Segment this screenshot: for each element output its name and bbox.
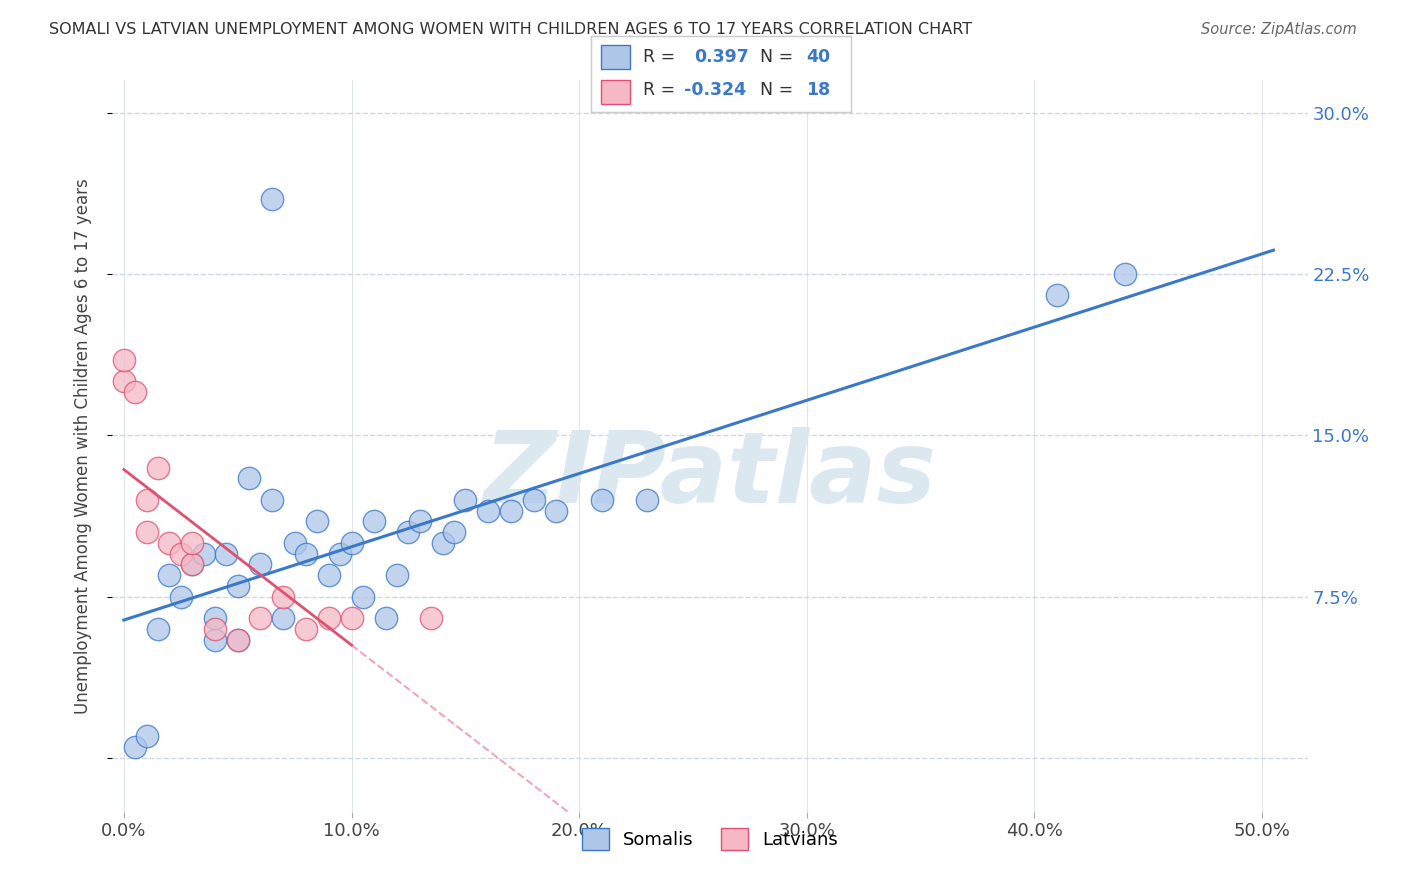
Point (307, 514, 329, 528)
Point (249, 558, 271, 572)
Point (204, 632, 226, 647)
Point (249, 611, 271, 625)
Point (318, 611, 340, 625)
Point (1114, 267, 1136, 281)
Text: 18: 18 (807, 81, 831, 99)
Point (454, 492, 477, 507)
Point (409, 514, 432, 528)
Point (385, 568, 408, 582)
Point (112, 353, 135, 368)
Legend: Somalis, Latvians: Somalis, Latvians (575, 821, 845, 857)
Point (374, 611, 396, 625)
Point (420, 611, 443, 625)
Y-axis label: Unemployment Among Women with Children Ages 6 to 17 years: Unemployment Among Women with Children A… (73, 178, 91, 714)
Point (226, 579, 249, 593)
Point (295, 547, 318, 561)
Text: 0.397: 0.397 (695, 48, 749, 66)
Point (204, 611, 226, 625)
Point (135, 730, 157, 744)
Point (443, 524, 465, 539)
Point (591, 492, 613, 507)
Point (352, 590, 374, 604)
Bar (600, 79, 630, 104)
Point (271, 590, 294, 604)
Point (215, 547, 238, 561)
Point (226, 632, 249, 647)
Text: N =: N = (759, 48, 793, 66)
Point (432, 536, 454, 550)
Point (170, 590, 193, 604)
Point (193, 547, 215, 561)
Text: ZIPatlas: ZIPatlas (484, 426, 936, 524)
Point (157, 536, 180, 550)
Point (284, 536, 307, 550)
Point (499, 503, 522, 517)
Point (329, 547, 352, 561)
Point (226, 632, 249, 647)
Point (124, 385, 146, 400)
Point (112, 375, 135, 389)
Point (271, 611, 294, 625)
Point (546, 503, 568, 517)
Text: Source: ZipAtlas.com: Source: ZipAtlas.com (1201, 22, 1357, 37)
Point (295, 622, 318, 636)
Point (260, 492, 283, 507)
Text: -0.324: -0.324 (685, 81, 747, 99)
Point (1046, 288, 1069, 302)
Text: R =: R = (643, 48, 675, 66)
Point (636, 492, 658, 507)
Bar (600, 45, 630, 69)
Point (181, 558, 204, 572)
Point (181, 558, 204, 572)
Point (135, 524, 157, 539)
Text: N =: N = (759, 81, 793, 99)
Text: R =: R = (643, 81, 675, 99)
Text: 40: 40 (807, 48, 831, 66)
Point (204, 622, 226, 636)
Point (124, 740, 146, 755)
Point (238, 471, 260, 485)
Text: SOMALI VS LATVIAN UNEMPLOYMENT AMONG WOMEN WITH CHILDREN AGES 6 TO 17 YEARS CORR: SOMALI VS LATVIAN UNEMPLOYMENT AMONG WOM… (49, 22, 973, 37)
Point (396, 524, 419, 539)
Point (477, 503, 499, 517)
Point (340, 536, 363, 550)
Point (170, 547, 193, 561)
Point (135, 492, 157, 507)
Point (340, 611, 363, 625)
Point (363, 514, 385, 528)
Point (523, 492, 546, 507)
Point (146, 622, 169, 636)
Point (318, 568, 340, 582)
Point (157, 568, 180, 582)
Point (146, 460, 169, 475)
Point (181, 536, 204, 550)
Point (260, 192, 283, 206)
